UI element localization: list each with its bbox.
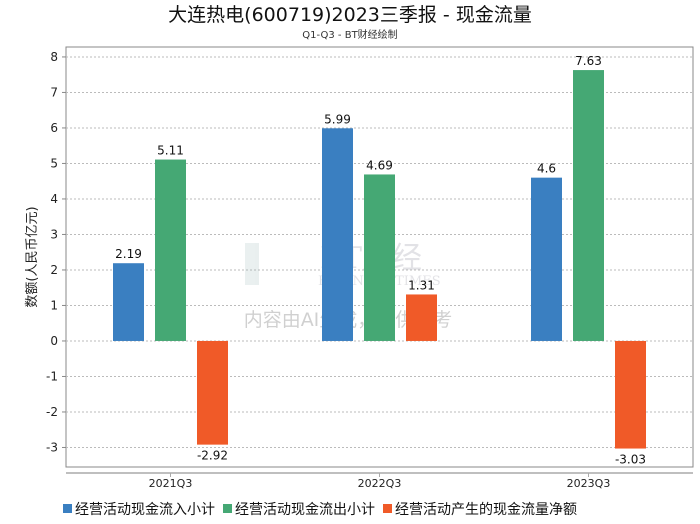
legend-swatch xyxy=(223,504,232,513)
y-tick-label: 4 xyxy=(50,192,58,206)
bar-2022Q3-0 xyxy=(322,128,353,341)
y-tick-label: -2 xyxy=(46,405,58,419)
data-label: -2.92 xyxy=(197,449,228,463)
x-tick-label: 2021Q3 xyxy=(149,477,193,490)
legend-swatch xyxy=(383,504,392,513)
legend-label: 经营活动现金流入小计 xyxy=(75,502,215,518)
data-label: 5.99 xyxy=(324,112,351,126)
y-tick-label: 6 xyxy=(50,121,58,135)
bar-2022Q3-2 xyxy=(406,294,437,341)
legend-label: 经营活动现金流出小计 xyxy=(235,502,375,518)
y-axis-label: 数额(人民币亿元) xyxy=(25,206,40,307)
legend-label: 经营活动产生的现金流量净额 xyxy=(395,502,577,518)
y-tick-label: 7 xyxy=(50,85,58,99)
x-tick-label: 2023Q3 xyxy=(567,477,611,490)
data-label: 7.63 xyxy=(575,54,602,68)
bar-2021Q3-0 xyxy=(113,263,144,341)
y-tick-label: 3 xyxy=(50,227,58,241)
bar-2022Q3-1 xyxy=(364,174,395,341)
y-tick-label: 2 xyxy=(50,263,58,277)
data-label: 4.69 xyxy=(366,158,393,172)
watermark-logo xyxy=(245,243,259,285)
plot-frame xyxy=(65,46,694,468)
bar-2023Q3-1 xyxy=(573,70,604,341)
bar-2023Q3-0 xyxy=(531,177,562,341)
data-label: 5.11 xyxy=(157,144,184,158)
y-tick-label: -1 xyxy=(46,369,58,383)
y-tick-label: 8 xyxy=(50,50,58,64)
legend-item-0[interactable]: 经营活动现金流入小计 xyxy=(63,502,215,518)
chart-subtitle: Q1-Q3 - BT财经绘制 xyxy=(302,28,397,41)
data-label: 1.31 xyxy=(408,278,435,292)
data-label: -3.03 xyxy=(615,453,646,467)
chart-title: 大连热电(600719)2023三季报 - 现金流量 xyxy=(168,4,532,26)
y-tick-label: 0 xyxy=(50,334,58,348)
data-label: 2.19 xyxy=(115,247,142,261)
legend-swatch xyxy=(63,504,72,513)
y-tick-label: -3 xyxy=(46,440,58,454)
data-label: 4.6 xyxy=(537,162,556,176)
legend-item-1[interactable]: 经营活动现金流出小计 xyxy=(223,502,375,518)
bar-2021Q3-1 xyxy=(155,159,186,341)
y-tick-label: 5 xyxy=(50,156,58,170)
x-tick-label: 2022Q3 xyxy=(358,477,402,490)
bar-2023Q3-2 xyxy=(615,340,646,449)
legend-item-2[interactable]: 经营活动产生的现金流量净额 xyxy=(383,502,577,518)
bar-2021Q3-2 xyxy=(197,340,228,445)
y-tick-label: 1 xyxy=(50,298,58,312)
